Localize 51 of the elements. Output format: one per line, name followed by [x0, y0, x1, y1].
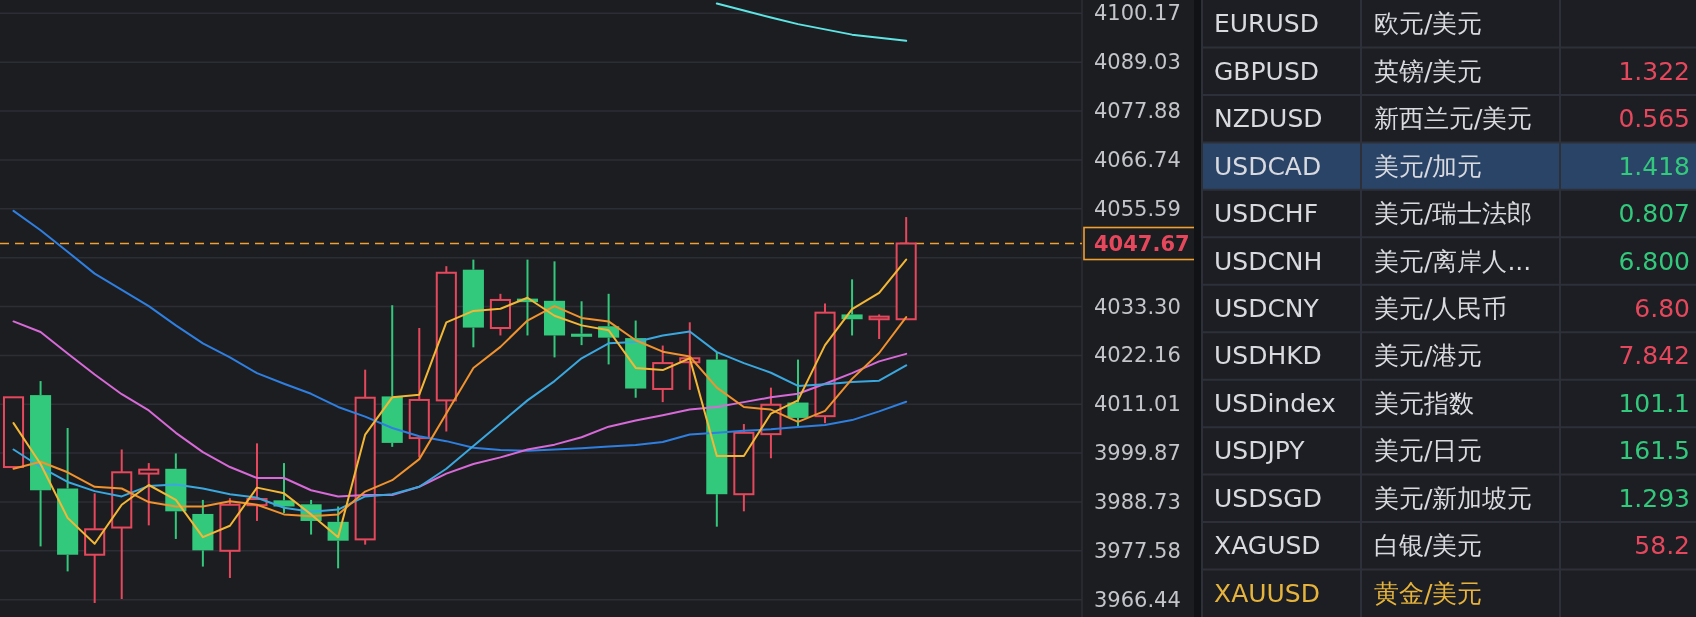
table-cell: 英镑/美元: [1374, 56, 1483, 86]
table-cell: 1.322: [1618, 56, 1690, 86]
table-cell: USDCHF: [1214, 199, 1319, 229]
table-cell: USDCAD: [1214, 151, 1322, 181]
table-cell: 欧元/美元: [1374, 9, 1483, 39]
table-cell: USDHKD: [1214, 341, 1322, 371]
table-cell: 6.800: [1618, 246, 1690, 276]
table-cell: USDSGD: [1214, 483, 1322, 513]
table-cell: 6.80: [1634, 294, 1690, 323]
table-cell: 7.842: [1618, 341, 1690, 371]
table-cell: 美元/人民币: [1374, 294, 1508, 323]
table-cell: 美元/新加坡元: [1374, 483, 1533, 513]
table-cell: EURUSD: [1214, 9, 1319, 39]
table-cell: 黄金/美元: [1374, 578, 1483, 608]
y-tick-label: 4022.16: [1094, 343, 1181, 368]
table-cell: 美元/瑞士法郎: [1374, 199, 1533, 229]
y-tick-label: 4089.03: [1094, 50, 1181, 75]
table-cell: USDindex: [1214, 388, 1336, 418]
y-tick-label: 4055.59: [1094, 196, 1181, 221]
table-cell: NZDUSD: [1214, 104, 1323, 134]
table-cell: XAUUSD: [1214, 578, 1320, 608]
table-cell: 161.5: [1618, 436, 1690, 466]
table-cell: 美元/港元: [1374, 341, 1483, 371]
table-cell: 1.418: [1618, 151, 1690, 181]
y-tick-label: 4011.01: [1094, 392, 1181, 417]
table-cell: 白银/美元: [1374, 531, 1483, 561]
table-cell: USDCNY: [1214, 294, 1319, 323]
y-tick-label: 4066.74: [1094, 147, 1181, 172]
table-cell: 1.293: [1618, 483, 1690, 513]
table-cell: 美元/日元: [1374, 436, 1483, 466]
y-tick-label: 4033.30: [1094, 294, 1181, 319]
table-cell: XAGUSD: [1214, 531, 1321, 561]
y-tick-label: 4100.17: [1094, 1, 1181, 26]
y-tick-label: 3977.58: [1094, 538, 1181, 563]
table-cell: 美元/离岸人...: [1374, 246, 1532, 276]
y-tick-label: 3999.87: [1094, 441, 1181, 466]
table-cell: USDCNH: [1214, 246, 1323, 276]
table-cell: GBPUSD: [1214, 56, 1320, 86]
table-cell: USDJPY: [1214, 436, 1305, 466]
y-tick-label: 4077.88: [1094, 99, 1181, 124]
table-cell: 0.807: [1618, 199, 1690, 229]
table-cell: 美元/加元: [1374, 151, 1483, 181]
ref-label: 4047.67: [1083, 226, 1197, 261]
table-cell: 58.2: [1634, 531, 1690, 561]
y-tick-label: 3966.44: [1094, 587, 1181, 612]
table-cell: 0.565: [1618, 104, 1690, 134]
table-cell: 美元指数: [1374, 388, 1474, 418]
ref-line-label: 4047.67: [1094, 231, 1190, 256]
y-tick-label: 3988.73: [1094, 490, 1181, 514]
table-cell: 101.1: [1618, 388, 1690, 418]
table-cell: 新西兰元/美元: [1374, 104, 1533, 134]
